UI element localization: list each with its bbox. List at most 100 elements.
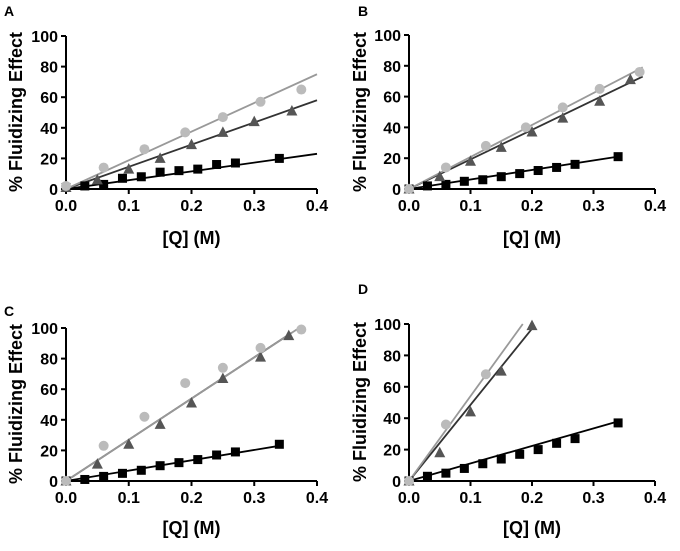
panel-d-point-squares	[570, 434, 580, 444]
panel-b-point-triangles	[526, 126, 538, 137]
panel-a-point-squares	[117, 173, 127, 183]
panel-a-letter: A	[4, 3, 14, 19]
panel-d-x-tick-label: 0.4	[644, 490, 666, 507]
panel-d-point-triangles	[465, 405, 476, 417]
panel-d-point-triangles	[434, 446, 446, 458]
panel-d-y-axis-label: % Fluidizing Effect	[350, 322, 370, 482]
panel-b-point-triangles	[557, 112, 569, 123]
panel-a-point-squares	[99, 179, 109, 189]
panel-d-y-tick-label: 80	[383, 348, 401, 365]
panel-b-point-squares	[515, 169, 525, 179]
panel-c-point-triangles	[91, 458, 103, 469]
panel-c-point-squares	[80, 474, 90, 484]
panel-b-point-squares	[478, 175, 488, 185]
panel-c-point-triangles	[217, 372, 229, 383]
panel-c-x-tick-label: 0.2	[180, 490, 202, 507]
panel-c-point-squares	[230, 447, 240, 457]
panel-a-point-circles	[98, 162, 109, 173]
panel-a-x-tick-label: 0.0	[55, 198, 77, 215]
panel-b-x-axis-label: [Q] (M)	[503, 228, 561, 248]
panel-c: C 0 20 40 60 80 100 0.0 0.1 0.2 0.3 0.4 [Q] (M) % Flu…	[4, 303, 328, 538]
panel-b-point-circles	[594, 83, 605, 94]
panel-b-point-circles	[440, 162, 451, 173]
panel-b-point-circles	[634, 66, 645, 77]
panel-d-point-squares	[478, 459, 488, 469]
panel-b-x-tick-label: 0.2	[521, 198, 543, 215]
panel-a-point-squares	[230, 158, 240, 168]
panel-a-point-triangles	[286, 104, 298, 116]
panel-b-y-tick-label: 20	[383, 151, 401, 168]
panel-c-point-squares	[174, 458, 184, 468]
panel-c-point-squares	[155, 461, 165, 471]
panel-a-point-squares	[155, 167, 165, 177]
panel-c-y-tick-label: 100	[31, 321, 58, 338]
panel-c-point-squares	[136, 465, 146, 475]
panel-b-point-circles	[557, 102, 568, 113]
panel-c-x-tick-label: 0.4	[306, 490, 328, 507]
panel-c-y-tick-label: 40	[40, 413, 58, 430]
panel-a-point-squares	[212, 160, 222, 170]
panel-b-x-tick-label: 0.0	[398, 198, 420, 215]
panel-a-y-tick-label: 0	[49, 182, 58, 199]
panel-a-point-squares	[274, 153, 284, 163]
panel-c-x-tick-label: 0.0	[55, 490, 77, 507]
panel-b-y-tick-label: 40	[383, 120, 401, 137]
panel-a-y-tick-label: 20	[40, 151, 58, 168]
panel-d-fit-line-triangles	[408, 328, 533, 482]
panel-d-point-squares	[422, 471, 432, 481]
panel-a-point-squares	[80, 181, 90, 191]
panel-d-point-squares	[533, 445, 543, 455]
panel-a: A 0 20 40 60 80 100 0.0 0.1 0.2 0.3 0.4 [Q] (M) % Flu…	[4, 3, 328, 248]
panel-a-y-tick-label: 100	[31, 29, 58, 46]
panel-b-point-squares	[459, 176, 469, 186]
panel-c-point-triangles	[283, 329, 295, 341]
panel-d-x-axis-label: [Q] (M)	[503, 518, 561, 538]
panel-a-point-triangles	[186, 138, 197, 150]
panel-c-y-tick-label: 20	[40, 443, 58, 460]
panel-d-point-squares	[552, 438, 562, 448]
panel-b-point-triangles	[624, 73, 636, 85]
panel-d-point-circles	[404, 476, 414, 486]
panel-b-x-tick-label: 0.4	[644, 198, 666, 215]
panel-b-letter: B	[358, 3, 368, 19]
panel-d-point-circles	[440, 419, 451, 430]
panel-c-point-circles	[98, 440, 109, 451]
panel-d-letter: D	[358, 281, 368, 297]
panel-b-point-circles	[404, 184, 414, 194]
panel-c-point-squares	[193, 455, 203, 465]
panel-b-point-squares	[496, 172, 506, 182]
panel-c-point-squares	[212, 450, 222, 460]
panel-a-point-circles	[180, 127, 191, 138]
panel-c-point-triangles	[186, 396, 197, 408]
panel-c-letter: C	[4, 303, 14, 319]
panel-d-y-tick-label: 100	[374, 317, 401, 334]
panel-c-point-triangles	[154, 418, 166, 429]
panel-a-point-circles	[255, 96, 266, 107]
panel-c-point-circles	[139, 411, 150, 422]
panel-c-point-triangles	[255, 351, 267, 362]
panel-b-fit-line-triangles	[408, 75, 644, 190]
panel-c-point-circles	[180, 378, 191, 389]
panel-c-fit-line-circles	[65, 325, 302, 482]
panel-a-y-axis-label: % Fluidizing Effect	[6, 32, 26, 192]
panel-b-x-tick-label: 0.1	[459, 198, 481, 215]
panel-c-point-circles	[217, 362, 228, 373]
panel-a-point-triangles	[217, 126, 229, 137]
panel-a-point-circles	[61, 180, 71, 191]
panel-a-y-tick-label: 40	[40, 121, 58, 138]
panel-b-point-squares	[570, 159, 580, 169]
panel-c-point-triangles	[123, 438, 135, 449]
panel-d-point-triangles	[526, 319, 538, 331]
panel-b-point-triangles	[495, 141, 507, 152]
panel-d-y-tick-label: 40	[383, 411, 401, 428]
panel-a-x-tick-label: 0.2	[180, 198, 202, 215]
panel-d-point-squares	[441, 468, 451, 478]
panel-d: D 0 20 40 60 80 100 0.0 0.1 0.2 0.3 0.4 [Q] (M) % Flu…	[350, 281, 666, 538]
panel-a-x-axis-label: [Q] (M)	[163, 228, 221, 248]
panel-b-point-triangles	[594, 95, 606, 106]
panel-b-y-tick-label: 80	[383, 59, 401, 76]
panel-a-x-tick-label: 0.4	[306, 198, 328, 215]
panel-a-y-tick-label: 60	[40, 90, 58, 107]
